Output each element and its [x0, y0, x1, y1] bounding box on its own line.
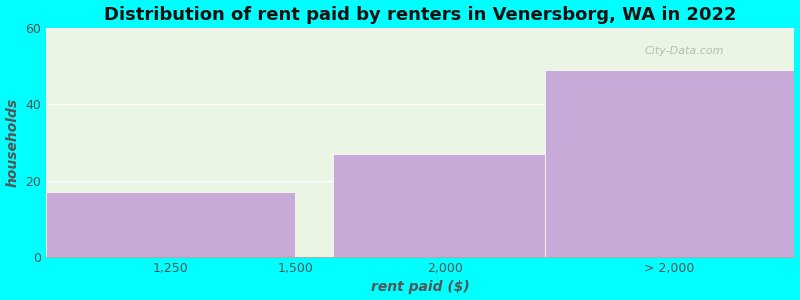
Y-axis label: households: households	[6, 98, 19, 187]
Text: City-Data.com: City-Data.com	[645, 46, 724, 56]
X-axis label: rent paid ($): rent paid ($)	[370, 280, 470, 294]
Bar	[46, 192, 295, 257]
Bar	[545, 70, 794, 257]
Bar	[333, 154, 545, 257]
Title: Distribution of rent paid by renters in Venersborg, WA in 2022: Distribution of rent paid by renters in …	[104, 6, 736, 24]
